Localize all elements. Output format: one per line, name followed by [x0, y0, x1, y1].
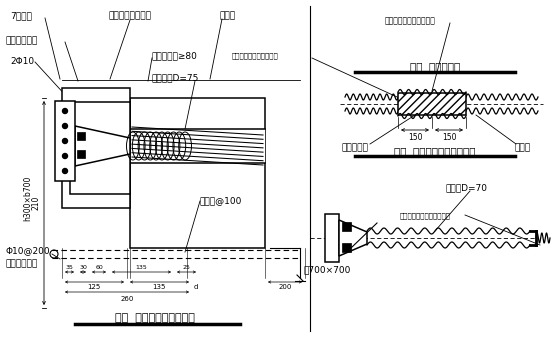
- Bar: [62, 88, 130, 208]
- Text: d: d: [194, 284, 198, 290]
- Text: 锚垫板（喇叭管）: 锚垫板（喇叭管）: [109, 11, 152, 21]
- Text: 150: 150: [442, 133, 456, 142]
- Text: 200: 200: [278, 284, 292, 290]
- Circle shape: [63, 153, 68, 158]
- Text: 150: 150: [408, 133, 422, 142]
- Bar: [130, 129, 265, 163]
- Text: 预应力钢绞线: 预应力钢绞线: [5, 37, 38, 46]
- Text: 波纹管D=70: 波纹管D=70: [445, 183, 487, 193]
- Text: 125: 125: [87, 284, 101, 290]
- Circle shape: [63, 124, 68, 129]
- Bar: [342, 243, 351, 252]
- Text: 接头波纹管: 接头波纹管: [342, 143, 368, 152]
- Text: 螺旋筋: 螺旋筋: [220, 11, 236, 21]
- Bar: [398, 93, 466, 115]
- Circle shape: [63, 168, 68, 173]
- Circle shape: [63, 138, 68, 143]
- Bar: [70, 102, 130, 194]
- Text: 135: 135: [152, 284, 166, 290]
- Text: 柱主筋净距≥80: 柱主筋净距≥80: [152, 52, 198, 61]
- Text: 30: 30: [79, 265, 87, 270]
- Bar: [55, 101, 75, 181]
- Text: Φ10@200: Φ10@200: [5, 246, 50, 256]
- Bar: [325, 214, 339, 262]
- Text: 35: 35: [66, 265, 73, 270]
- Text: 260: 260: [120, 296, 134, 302]
- Text: 用浸泡过水泥浆的棉纱封堵: 用浸泡过水泥浆的棉纱封堵: [400, 213, 451, 219]
- Text: 2Φ10: 2Φ10: [10, 57, 34, 66]
- Text: 密封胶带缠绕波纹管接口: 密封胶带缠绕波纹管接口: [232, 53, 279, 59]
- Polygon shape: [75, 126, 130, 166]
- Bar: [77, 132, 85, 140]
- Text: 60: 60: [95, 265, 103, 270]
- Text: 图一  有粘结张拉端构造图: 图一 有粘结张拉端构造图: [115, 313, 195, 323]
- Text: 135: 135: [136, 265, 147, 270]
- Text: 波纹管外D=75: 波纹管外D=75: [152, 73, 199, 83]
- Text: h300×b700: h300×b700: [24, 175, 32, 221]
- Bar: [77, 150, 85, 158]
- Bar: [130, 98, 265, 248]
- Text: 密封胶带缠绕波纹管接口: 密封胶带缠绕波纹管接口: [385, 16, 436, 26]
- Bar: [130, 98, 265, 248]
- Text: 柱箍筋@100: 柱箍筋@100: [200, 197, 242, 205]
- Text: 柱700×700: 柱700×700: [303, 266, 351, 274]
- Text: 波纹管: 波纹管: [515, 143, 531, 152]
- Polygon shape: [339, 220, 367, 256]
- Text: 7孔锚板: 7孔锚板: [10, 11, 32, 21]
- Bar: [342, 222, 351, 231]
- Text: 25: 25: [183, 265, 190, 270]
- Text: 封头张拉后浇: 封头张拉后浇: [5, 260, 38, 268]
- Text: 图二  锚垫板与波纹管的连接: 图二 锚垫板与波纹管的连接: [394, 146, 476, 156]
- Text: 图三  波纹管接头: 图三 波纹管接头: [410, 61, 460, 71]
- Text: 210: 210: [31, 196, 40, 210]
- Circle shape: [63, 109, 68, 114]
